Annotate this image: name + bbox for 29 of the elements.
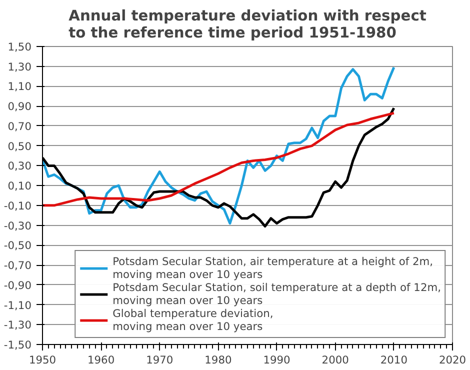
x-tick-label: 2000 (322, 354, 350, 366)
x-tick-label: 1950 (28, 354, 56, 366)
x-tick-label: 2020 (438, 354, 466, 366)
y-tick-label: -0,30 (4, 219, 32, 232)
y-tick-label: 0,90 (8, 100, 32, 114)
y-tick-label: -0,10 (4, 199, 32, 212)
y-tick-label: -0,70 (4, 259, 32, 272)
y-tick-label: 1,50 (8, 40, 32, 54)
y-tick-label: -1,10 (4, 298, 32, 312)
x-tick-label: 1970 (146, 354, 174, 366)
x-tick-label: 1990 (263, 354, 291, 366)
y-tick-label: -0,50 (4, 239, 32, 252)
x-tick-label: 1960 (88, 354, 115, 366)
legend-label: Potsdam Secular Station, air temperature at a height of 2m, moving mean over 10 years (112, 255, 434, 281)
y-tick-label: 1,10 (8, 80, 32, 94)
legend-label: Potsdam Secular Station, soil temperature at a depth of 12m, moving mean over 10 years (112, 281, 441, 307)
x-tick-label: 1980 (204, 354, 232, 366)
line-series (42, 112, 396, 207)
legend-label: Global temperature deviation, moving mean over 10 years (112, 307, 274, 333)
x-tick-label: 2010 (380, 354, 408, 366)
y-tick-label: 0,50 (8, 140, 32, 153)
y-tick-label: 0,10 (8, 180, 32, 193)
y-tick-label: -0,90 (4, 278, 32, 292)
y-tick-label: 0,70 (8, 120, 32, 133)
y-tick-label: 1,30 (8, 60, 32, 74)
y-tick-label: -1,30 (4, 318, 32, 332)
y-tick-label: -1,50 (4, 338, 32, 352)
y-tick-label: 0,30 (8, 160, 32, 173)
chart-title: Annual temperature deviation with respect to the reference time period 1951-1980 (68, 8, 426, 42)
